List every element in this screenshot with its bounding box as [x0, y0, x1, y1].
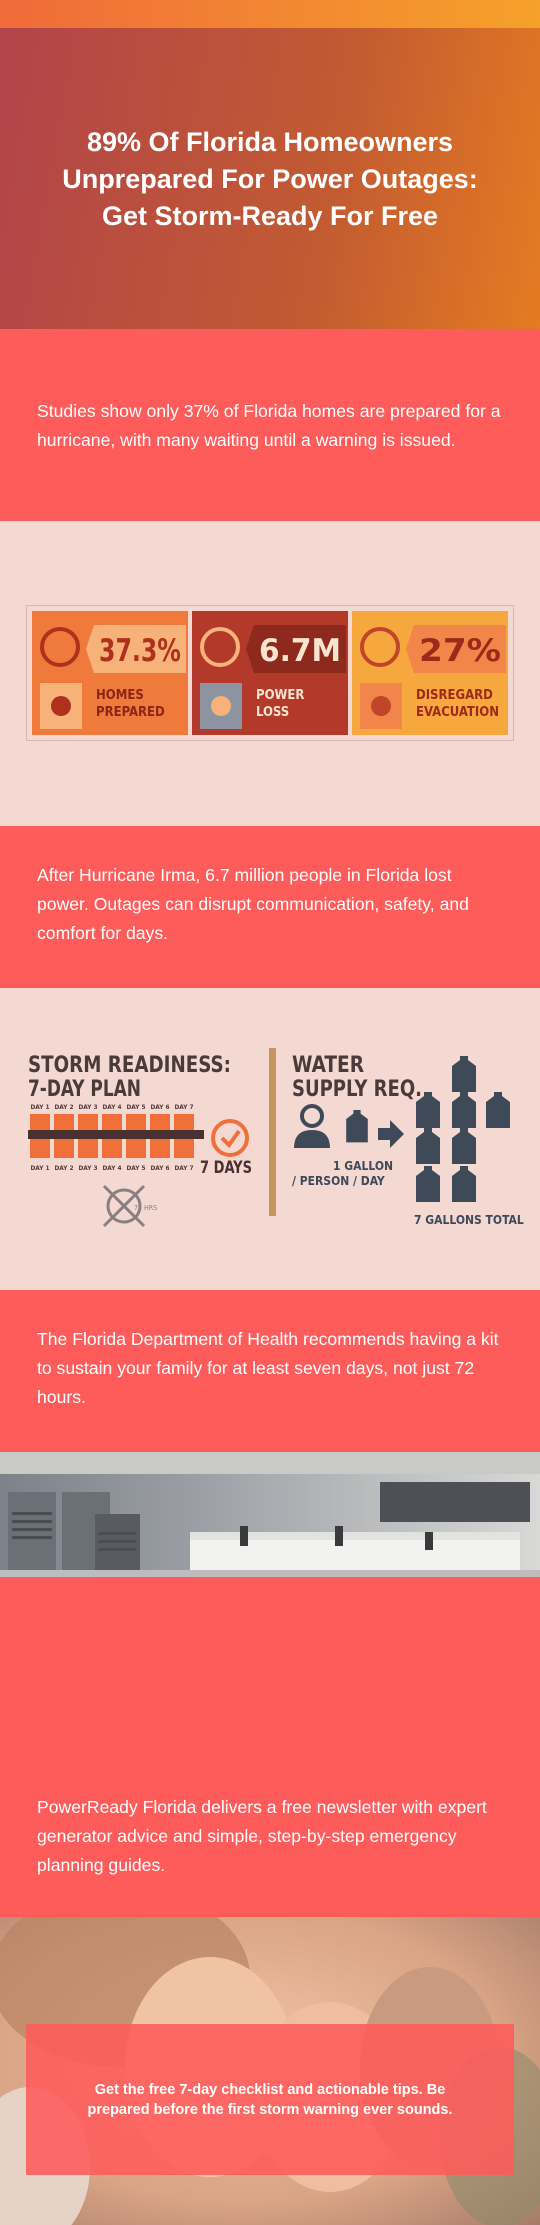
crossed-icon	[106, 1188, 142, 1224]
stat-label: LOSS	[256, 705, 289, 720]
icon	[40, 627, 80, 667]
text-section: PowerReady Florida delivers a free newsl…	[0, 1577, 540, 1917]
cta-box: Get the free 7-day checklist and actiona…	[26, 2024, 514, 2175]
plan-title: STORM READINESS:	[28, 1053, 231, 1078]
timeline-bar	[28, 1130, 204, 1139]
number-box	[86, 625, 186, 673]
day-label: DAY 1	[30, 1103, 49, 1111]
plan-title: 7-DAY PLAN	[28, 1077, 141, 1102]
person-body	[294, 1130, 330, 1148]
text-section: After Hurricane Irma, 6.7 million people…	[0, 826, 540, 988]
title-line: Unprepared For Power Outages:	[62, 164, 478, 194]
day-label: DAY 1	[30, 1164, 49, 1172]
generator-photo	[0, 1452, 540, 1577]
icon	[360, 627, 400, 667]
person-head	[300, 1104, 324, 1128]
crossed-label: 72 HRS	[134, 1204, 157, 1212]
cross	[102, 1184, 146, 1228]
jug-icon	[452, 1166, 476, 1202]
icon	[211, 696, 231, 716]
water-title: WATER	[292, 1053, 364, 1078]
day-label: DAY 4	[102, 1103, 121, 1111]
jug-icon	[416, 1166, 440, 1202]
stat-value: 37.3%	[99, 633, 181, 669]
day-label: DAY 3	[78, 1164, 97, 1172]
family-photo: Get the free 7-day checklist and actiona…	[0, 1917, 540, 2225]
icon	[51, 696, 71, 716]
jug-icon	[346, 1110, 368, 1143]
plan-duration: 7 DAYS	[200, 1158, 252, 1178]
plan-section: STORM READINESS: 7-DAY PLAN DAY 1 DAY 1 DAY …	[0, 988, 540, 1290]
title-line: 89% Of Florida Homeowners	[86, 127, 454, 157]
stats-section: 37.3% HOMES PREPARED 6.7M POWER LOSS 27% DISREG…	[0, 521, 540, 826]
text-section: Studies show only 37% of Florida homes a…	[0, 329, 540, 521]
photo	[0, 1452, 540, 1577]
day-label: DAY 3	[78, 1103, 97, 1111]
day-label: DAY 5	[126, 1103, 145, 1111]
day-label: DAY 7	[174, 1164, 193, 1172]
icon	[371, 696, 391, 716]
frame	[26, 605, 514, 741]
paragraph: PowerReady Florida delivers a free newsl…	[37, 1797, 487, 1875]
day-label: DAY 2	[54, 1164, 73, 1172]
day-label: DAY 6	[150, 1164, 169, 1172]
water-total: 7 GALLONS TOTAL	[414, 1213, 524, 1227]
jug-icon	[452, 1056, 476, 1092]
day-label: DAY 2	[54, 1103, 73, 1111]
stat-label: HOMES	[96, 688, 144, 703]
jug-icon	[416, 1092, 440, 1128]
hero-title: 89% Of Florida Homeowners Unprepared For…	[0, 124, 540, 235]
paragraph: The Florida Department of Health recomme…	[37, 1329, 499, 1407]
clock-icon	[211, 1119, 249, 1157]
arrow	[378, 1120, 404, 1148]
day-label: DAY 5	[126, 1164, 145, 1172]
day-label: DAY 4	[102, 1164, 121, 1172]
stat-label: EVACUATION	[416, 705, 499, 720]
stat-label: PREPARED	[96, 705, 165, 720]
stats-infographic: 37.3% HOMES PREPARED 6.7M POWER LOSS 27% DISREG…	[26, 605, 514, 741]
water-rate: 1 GALLON	[333, 1159, 393, 1173]
stat-value: 27%	[419, 633, 501, 669]
stat-label: DISREGARD	[416, 688, 493, 703]
water-title: SUPPLY REQ.	[292, 1077, 422, 1102]
day-label: DAY 7	[174, 1103, 193, 1111]
clock-hands	[220, 1129, 241, 1149]
jug-icon	[452, 1128, 476, 1164]
divider	[269, 1048, 276, 1216]
number-box	[246, 625, 346, 673]
paragraph: After Hurricane Irma, 6.7 million people…	[37, 865, 469, 943]
text-section: The Florida Department of Health recomme…	[0, 1290, 540, 1452]
paragraph: Studies show only 37% of Florida homes a…	[37, 401, 501, 450]
title-line: Get Storm-Ready For Free	[101, 201, 439, 231]
stat-label: POWER	[256, 688, 304, 703]
stat-value: 6.7M	[259, 633, 341, 669]
jug-icon	[416, 1128, 440, 1164]
jug-icon	[452, 1092, 476, 1128]
icon	[200, 627, 240, 667]
top-bar	[0, 0, 540, 28]
jug-icon	[486, 1092, 510, 1128]
cta-text[interactable]: Get the free 7-day checklist and actiona…	[87, 2081, 453, 2118]
hero: 89% Of Florida Homeowners Unprepared For…	[0, 28, 540, 329]
day-label: DAY 6	[150, 1103, 169, 1111]
water-rate: / PERSON / DAY	[292, 1174, 385, 1188]
number-box	[406, 625, 506, 673]
